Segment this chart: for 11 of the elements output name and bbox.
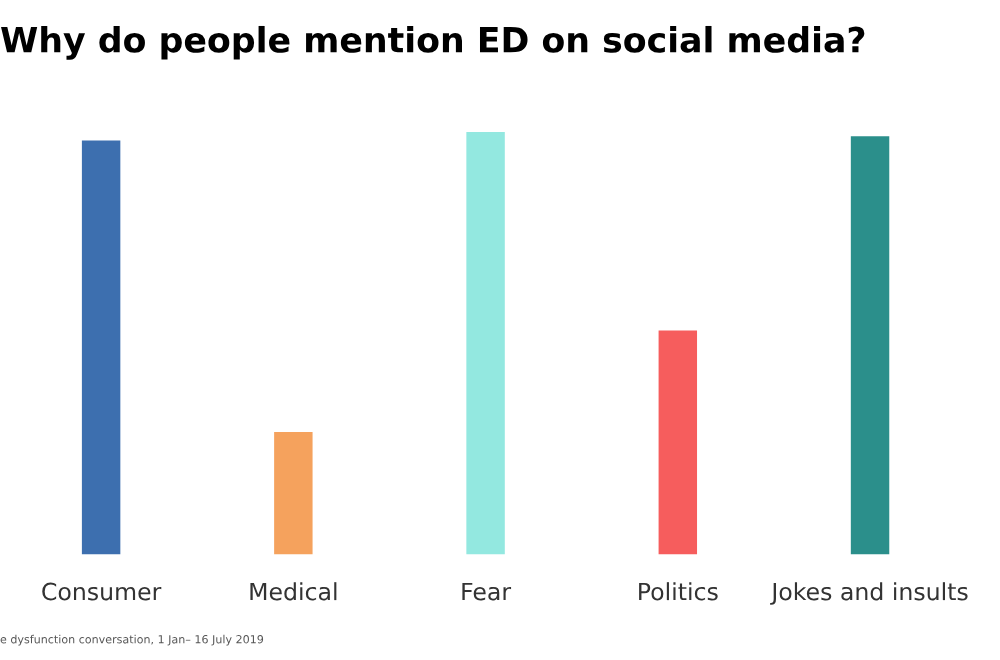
bar [81,140,121,555]
x-tick-label: Jokes and insults [770,582,968,605]
chart-title: Why do people mention ED on social media? [1,25,865,60]
x-tick-label: Fear [462,582,512,601]
bar [658,330,698,555]
x-tick-label: Medical [250,582,337,601]
bar [274,431,313,555]
x-tick-label: Consumer [42,582,162,601]
x-tick-label: Politics [639,582,718,601]
bar [466,132,505,555]
bar [850,136,890,555]
